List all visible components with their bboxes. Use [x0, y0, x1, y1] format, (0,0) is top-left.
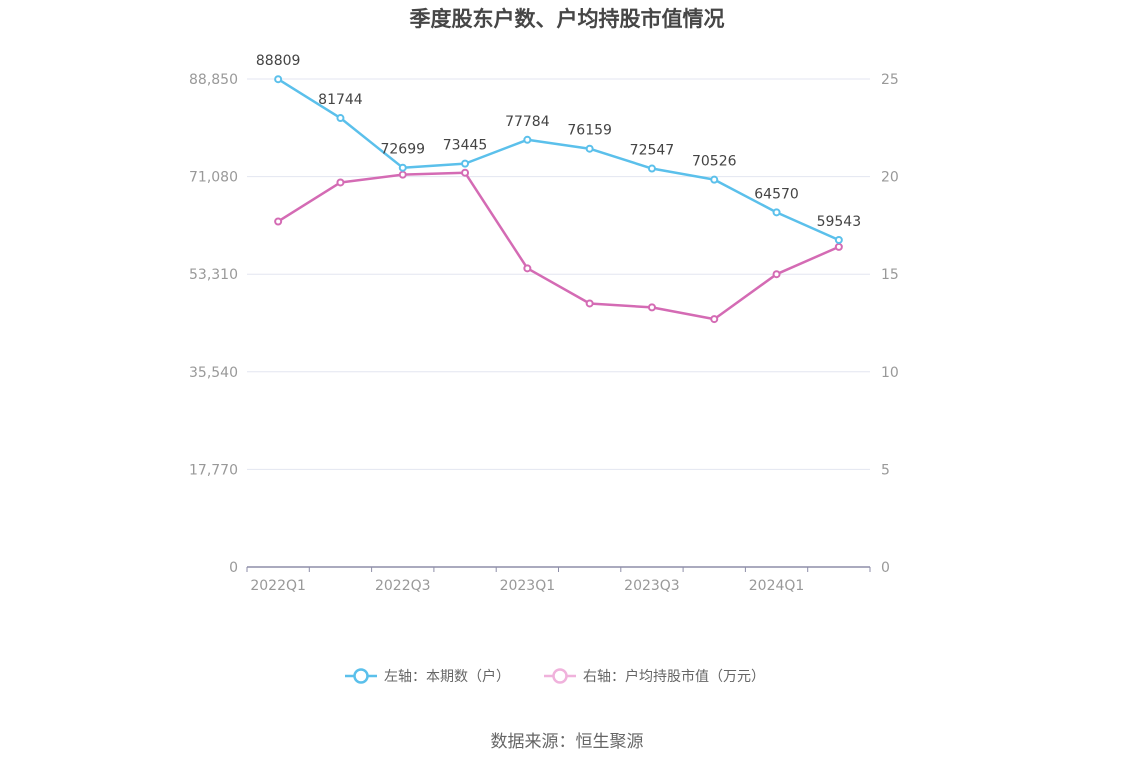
data-point-right[interactable]	[772, 270, 781, 279]
series-layer: 88809 81744 72699 73445 77784 76159 72547 70526…	[256, 53, 862, 324]
data-point-left[interactable]	[710, 175, 719, 184]
left-tick-label: 53,310	[189, 267, 238, 283]
legend-item-left-axis[interactable]: 左轴：本期数（户）	[345, 668, 510, 685]
data-point-left[interactable]	[274, 75, 283, 84]
left-tick-label: 0	[229, 560, 238, 576]
data-point-right[interactable]	[834, 242, 843, 251]
legend-item-right-axis[interactable]: 右轴：户均持股市值（万元）	[544, 668, 765, 685]
data-point-right[interactable]	[336, 178, 345, 187]
data-source-note: 数据来源：恒生聚源	[491, 732, 644, 752]
chart-title: 季度股东户数、户均持股市值情况	[410, 7, 725, 31]
right-tick-label: 25	[881, 72, 899, 88]
x-tick-label: 2023Q1	[500, 578, 556, 594]
series-line-right	[277, 171, 840, 321]
x-tick-label: 2024Q1	[749, 578, 805, 594]
data-point-right[interactable]	[523, 264, 532, 273]
right-tick-label: 10	[881, 365, 899, 381]
left-tick-label: 35,540	[189, 365, 238, 381]
x-axis: 2022Q1 2022Q3 2023Q1 2023Q3 2024Q1	[246, 566, 871, 594]
data-point-left[interactable]	[834, 235, 843, 244]
series-line-left	[277, 78, 840, 242]
data-label-left: 64570	[754, 186, 799, 202]
data-point-left[interactable]	[772, 208, 781, 217]
data-label-left: 59543	[817, 214, 862, 230]
legend-label-left: 左轴：本期数（户）	[384, 668, 510, 685]
x-tick-label: 2022Q3	[375, 578, 431, 594]
legend-marker-left	[353, 668, 369, 684]
data-label-left: 88809	[256, 53, 301, 69]
data-point-right[interactable]	[461, 168, 470, 177]
data-point-right[interactable]	[710, 315, 719, 324]
data-point-left[interactable]	[461, 159, 470, 168]
data-point-right[interactable]	[274, 217, 283, 226]
data-label-left: 73445	[443, 138, 488, 154]
right-tick-label: 0	[881, 560, 890, 576]
right-tick-label: 5	[881, 462, 890, 478]
data-label-left: 81744	[318, 92, 363, 108]
data-point-right[interactable]	[647, 303, 656, 312]
grid-lines	[247, 78, 870, 470]
series-left: 88809 81744 72699 73445 77784 76159 72547 70526…	[256, 53, 862, 244]
data-point-right[interactable]	[585, 299, 594, 308]
left-tick-label: 88,850	[189, 72, 238, 88]
right-axis-ticks: 0 5 10 15 20 25	[881, 72, 899, 576]
data-label-left: 76159	[567, 123, 612, 139]
data-point-left[interactable]	[585, 144, 594, 153]
data-label-left: 72699	[380, 142, 425, 158]
data-point-right[interactable]	[398, 170, 407, 179]
data-point-left[interactable]	[336, 114, 345, 123]
left-tick-label: 71,080	[189, 170, 238, 186]
data-label-left: 70526	[692, 154, 737, 170]
data-label-left: 72547	[630, 143, 675, 159]
right-tick-label: 15	[881, 267, 899, 283]
left-axis-ticks: 0 17,770 35,540 53,310 71,080 88,850	[189, 72, 238, 576]
x-tick-label: 2022Q1	[250, 578, 306, 594]
data-point-left[interactable]	[523, 135, 532, 144]
data-point-left[interactable]	[647, 164, 656, 173]
series-right	[274, 168, 843, 324]
data-point-left[interactable]	[398, 163, 407, 172]
legend-label-right: 右轴：户均持股市值（万元）	[583, 668, 765, 685]
x-tick-label: 2023Q3	[624, 578, 680, 594]
legend: 左轴：本期数（户） 右轴：户均持股市值（万元）	[345, 668, 765, 685]
legend-marker-right	[552, 668, 568, 684]
left-tick-label: 17,770	[189, 462, 238, 478]
data-label-left: 77784	[505, 114, 550, 130]
right-tick-label: 20	[881, 170, 899, 186]
